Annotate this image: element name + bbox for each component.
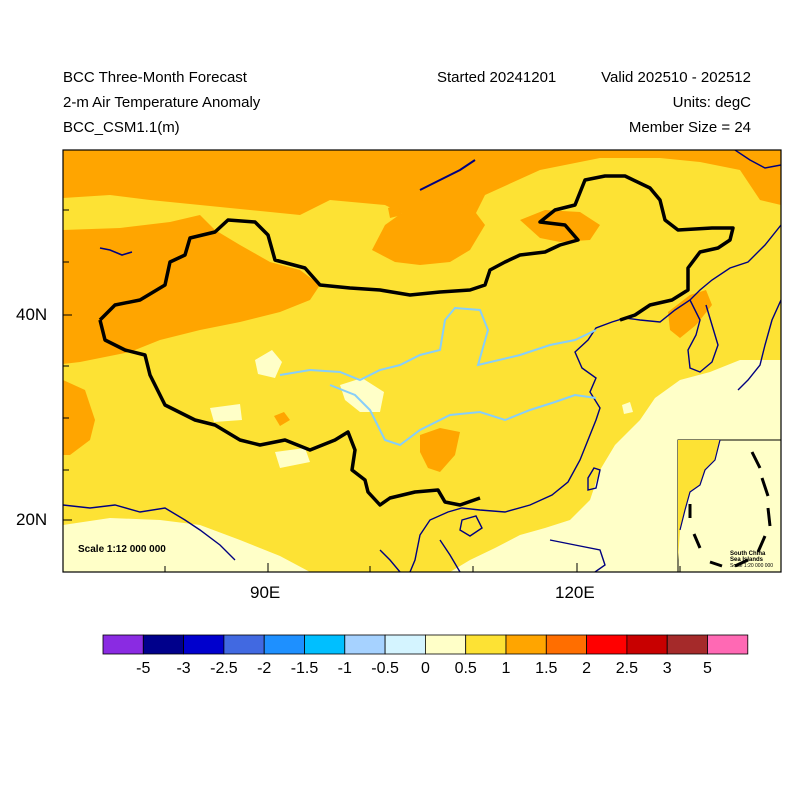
colorbar-swatch-13: [626, 634, 668, 655]
member-size: Member Size = 24: [628, 119, 751, 136]
colorbar-label-12: 2.5: [616, 660, 638, 677]
colorbar-label-3: -2: [257, 660, 271, 677]
coastline-indochina: [379, 539, 606, 572]
band-0-0.5-tibet-2: [340, 378, 384, 412]
china-border: [98, 174, 735, 322]
colorbar-swatch-3: [223, 634, 265, 655]
band-1-1.5-spot: [274, 412, 290, 426]
coastline-hainan: [459, 515, 483, 537]
colorbar-label-6: -0.5: [371, 660, 399, 677]
band-0-0.5-tibet-1: [255, 350, 282, 378]
coastline-korea: [687, 299, 719, 373]
colorbar-boxes: [102, 634, 749, 655]
inset-coast: [679, 439, 721, 531]
colorbar-swatch-8: [424, 634, 467, 655]
band-0-0.5-southwest: [63, 518, 310, 572]
colorbar-swatch-5: [304, 634, 346, 655]
map-ticks: [63, 209, 681, 572]
forecast-title: BCC Three-Month Forecast: [63, 69, 247, 86]
main-scale-label: Scale 1:12 000 000: [78, 544, 166, 555]
lat-label-20n: 20N: [16, 510, 48, 529]
colorbar-label-8: 0.5: [455, 660, 477, 677]
coastline-east: [409, 224, 781, 572]
colorbar-label-7: 0: [421, 660, 430, 677]
colorbar-swatch-1: [142, 634, 185, 655]
colorbar-swatch-15: [707, 634, 749, 655]
colorbar-swatch-4: [263, 634, 305, 655]
colorbar-swatch-12: [586, 634, 628, 655]
coastline-japan: [737, 299, 781, 391]
colorbar-swatch-10: [505, 634, 547, 655]
colorbar-swatch-14: [666, 634, 708, 655]
lon-label-90e: 90E: [250, 583, 281, 602]
band-1-1.5-mongolia: [372, 200, 485, 265]
variable-name: 2-m Air Temperature Anomaly: [63, 94, 261, 111]
coastline-india: [63, 504, 236, 561]
colorbar-swatch-11: [545, 634, 587, 655]
band-1-1.5-korea: [668, 290, 712, 338]
colorbar-swatch-0: [102, 634, 144, 655]
model-name: BCC_CSM1.1(m): [63, 119, 180, 136]
colorbar-swatch-7: [384, 634, 426, 655]
band-1-1.5-northwest: [63, 215, 320, 364]
lat-label-40n: 40N: [16, 305, 48, 324]
colorbar-label-13: 3: [663, 660, 672, 677]
band-1-1.5-spot2: [388, 205, 402, 218]
colorbar-swatch-2: [183, 634, 225, 655]
lake-baikal: [419, 159, 476, 191]
inset-title-1: South China: [730, 551, 766, 557]
inset-title-2: Sea Islands: [730, 557, 764, 563]
colorbar-swatch-9: [465, 634, 507, 655]
colorbar-label-2: -2.5: [210, 660, 238, 677]
band-0-0.5-tibet-4: [275, 448, 310, 468]
inset-land: [678, 440, 720, 560]
colorbar-label-5: -1: [338, 660, 352, 677]
band-1-1.5-tibet-south: [420, 428, 460, 472]
colorbar-label-1: -3: [176, 660, 190, 677]
coastline-taiwan: [587, 467, 601, 491]
band-0-0.5-spot: [622, 402, 633, 414]
colorbar-labels: -5 -3 -2.5 -2 -1.5 -1 -0.5 0 0.5 1 1.5 2 2.5 3 5: [136, 660, 712, 677]
coastline-island-1: [734, 150, 781, 169]
lon-label-120e: 120E: [555, 583, 595, 602]
yellow-river: [279, 306, 597, 382]
lake-balkhash: [99, 247, 133, 256]
colorbar-label-11: 2: [582, 660, 591, 677]
units-label: Units: degC: [672, 94, 751, 111]
colorbar-swatch-6: [344, 634, 386, 655]
main-scale-box: [74, 539, 178, 555]
band-0-0.5-tibet-3: [210, 404, 242, 422]
start-date: Started 20241201: [437, 69, 557, 86]
yangtze-river: [329, 384, 597, 447]
valid-period: Valid 202510 - 202512: [601, 69, 751, 86]
inset-dash-1: [688, 451, 772, 568]
map-frame: [62, 149, 782, 573]
inset-scale: Scale 1:20 000 000: [730, 563, 773, 569]
band-1-1.5-west-edge: [63, 380, 95, 455]
china-border-west: [98, 319, 481, 507]
colorbar-label-9: 1: [502, 660, 511, 677]
colorbar-label-0: -5: [136, 660, 150, 677]
colorbar-label-10: 1.5: [535, 660, 557, 677]
band-1-1.5-north: [63, 150, 781, 240]
colorbar-label-14: 5: [703, 660, 712, 677]
colorbar-label-4: -1.5: [291, 660, 319, 677]
